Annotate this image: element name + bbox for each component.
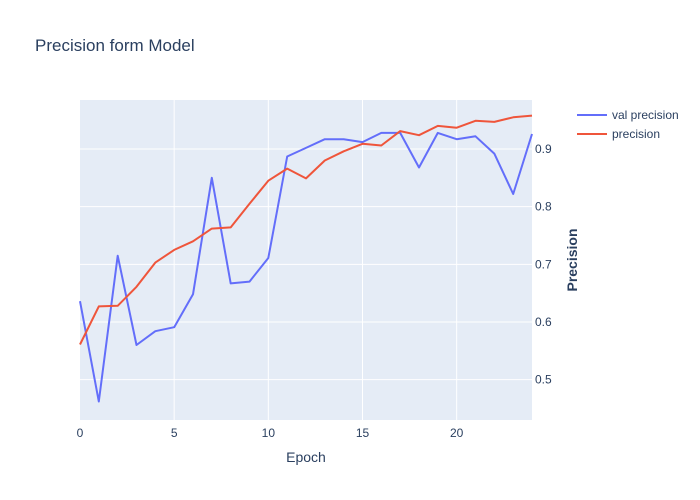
legend-label: precision bbox=[612, 127, 660, 141]
series-group bbox=[79, 114, 533, 403]
y-tick-label: 0.9 bbox=[535, 142, 552, 156]
y-axis-ticks: 0.5 0.6 0.7 0.8 0.9 bbox=[535, 142, 552, 387]
legend[interactable]: val precision precision bbox=[577, 108, 679, 141]
y-tick-label: 0.5 bbox=[535, 373, 552, 387]
series-line-val-precision bbox=[79, 131, 533, 403]
x-tick-label: 15 bbox=[356, 426, 370, 440]
x-axis-ticks: 0 5 10 15 20 bbox=[77, 426, 464, 440]
legend-item[interactable]: val precision bbox=[577, 108, 679, 122]
y-tick-label: 0.6 bbox=[535, 315, 552, 329]
legend-item[interactable]: precision bbox=[577, 127, 660, 141]
x-tick-label: 5 bbox=[171, 426, 178, 440]
y-tick-label: 0.7 bbox=[535, 257, 552, 271]
series-line-precision bbox=[79, 114, 533, 345]
chart-title: Precision form Model bbox=[35, 36, 195, 55]
x-tick-label: 0 bbox=[77, 426, 84, 440]
grid bbox=[80, 100, 532, 420]
legend-label: val precision bbox=[612, 108, 679, 122]
y-tick-label: 0.8 bbox=[535, 200, 552, 214]
y-axis-title: Precision bbox=[564, 228, 580, 291]
x-tick-label: 20 bbox=[450, 426, 464, 440]
x-axis-title: Epoch bbox=[286, 449, 326, 465]
x-tick-label: 10 bbox=[262, 426, 276, 440]
